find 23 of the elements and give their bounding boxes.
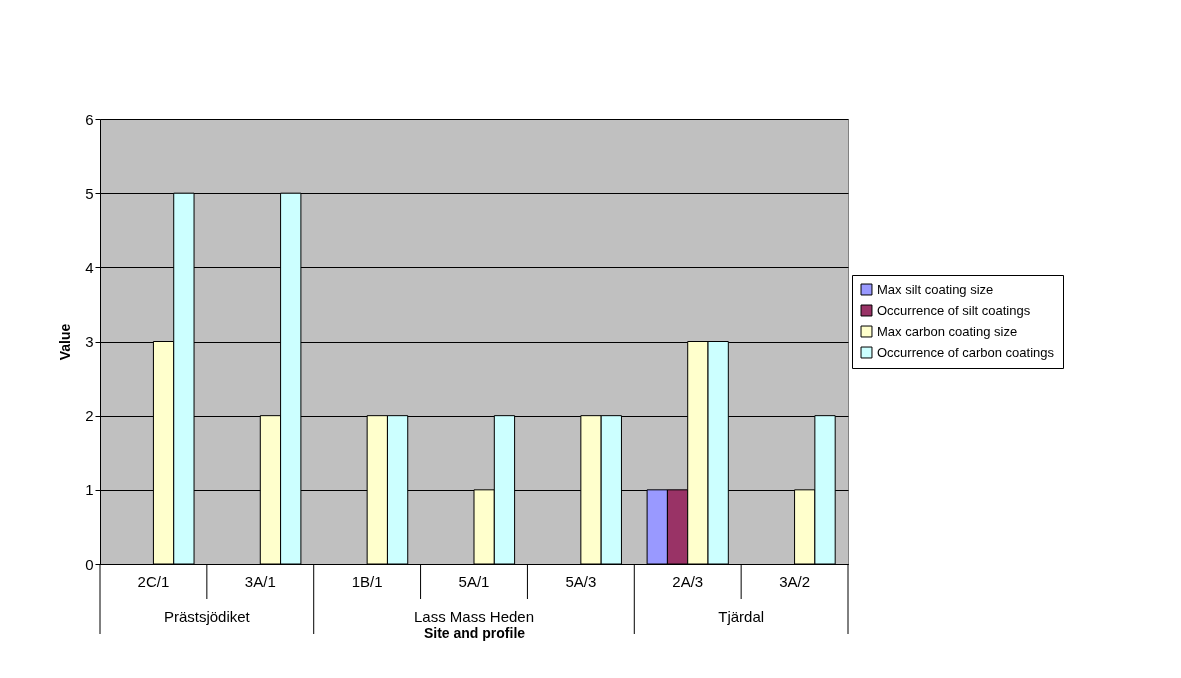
y-tick-label: 2 xyxy=(85,407,94,425)
y-tick-label: 0 xyxy=(85,555,94,573)
legend-label: Max silt coating size xyxy=(877,281,994,297)
x-axis-title: Site and profile xyxy=(423,624,526,641)
text: Tjärdal xyxy=(718,608,765,625)
x-tick-label: 1B/1 xyxy=(351,573,383,590)
y-tick-label: 5 xyxy=(85,184,94,202)
x-tick-label: 3A/2 xyxy=(779,573,810,590)
x-tick-label: 2C/1 xyxy=(137,573,170,590)
y-tick-label: 6 xyxy=(85,110,94,128)
legend-label: Occurrence of carbon coatings xyxy=(877,344,1055,360)
text: Lass Mass Heden xyxy=(413,608,535,625)
x-tick-label: 5A/3 xyxy=(565,573,597,590)
legend-label: Max carbon coating size xyxy=(877,323,1018,339)
x-tick-label: 3A/1 xyxy=(244,573,276,590)
x-tick-label: 2A/3 xyxy=(672,573,704,590)
x-tick-label: 5A/1 xyxy=(458,573,490,590)
text: Prästsjödiket xyxy=(163,608,251,625)
y-axis-title: Value xyxy=(57,323,74,361)
y-tick-label: 3 xyxy=(85,333,94,350)
y-tick-label: 1 xyxy=(85,481,94,499)
y-tick-label: 4 xyxy=(85,258,94,276)
legend-label: Occurrence of silt coatings xyxy=(877,302,1031,318)
